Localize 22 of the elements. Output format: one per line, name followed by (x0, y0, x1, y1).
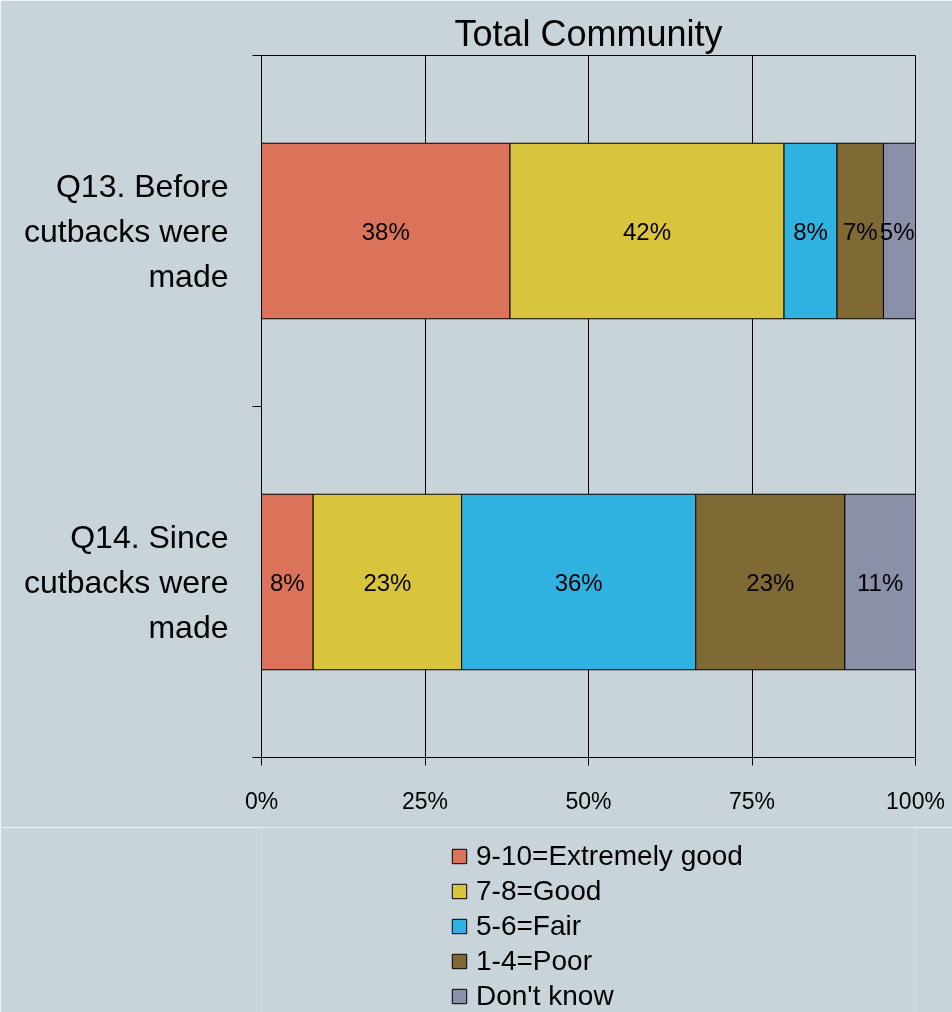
chart-title: Total Community (454, 12, 723, 54)
legend-label: 5-6=Fair (476, 910, 582, 942)
x-tick-label: 75% (728, 787, 776, 814)
y-tick-label: Q13. Before cutbacks were made (23, 168, 229, 294)
data-label: 38% (361, 217, 410, 245)
x-tick-label: 100% (886, 787, 945, 814)
data-label: 23% (746, 568, 795, 596)
data-label: 11% (857, 568, 904, 596)
x-tick-label: 50% (565, 787, 612, 814)
data-label: 36% (554, 568, 603, 596)
legend-label: 9-10=Extremely good (476, 840, 743, 872)
x-tick-label: 0% (244, 787, 279, 814)
legend-label: 1-4=Poor (476, 945, 592, 977)
x-tick-label: 25% (401, 787, 449, 814)
data-label: 23% (363, 568, 412, 596)
data-label: 8% (269, 568, 305, 596)
data-label: 8% (793, 217, 828, 245)
data-label: 42% (623, 217, 672, 245)
y-tick-label: Q14. Since cutbacks were made (23, 519, 229, 645)
legend-label: Don't know (476, 980, 614, 1012)
data-label: 7% (842, 217, 878, 245)
legend-label: 7-8=Good (476, 875, 602, 907)
